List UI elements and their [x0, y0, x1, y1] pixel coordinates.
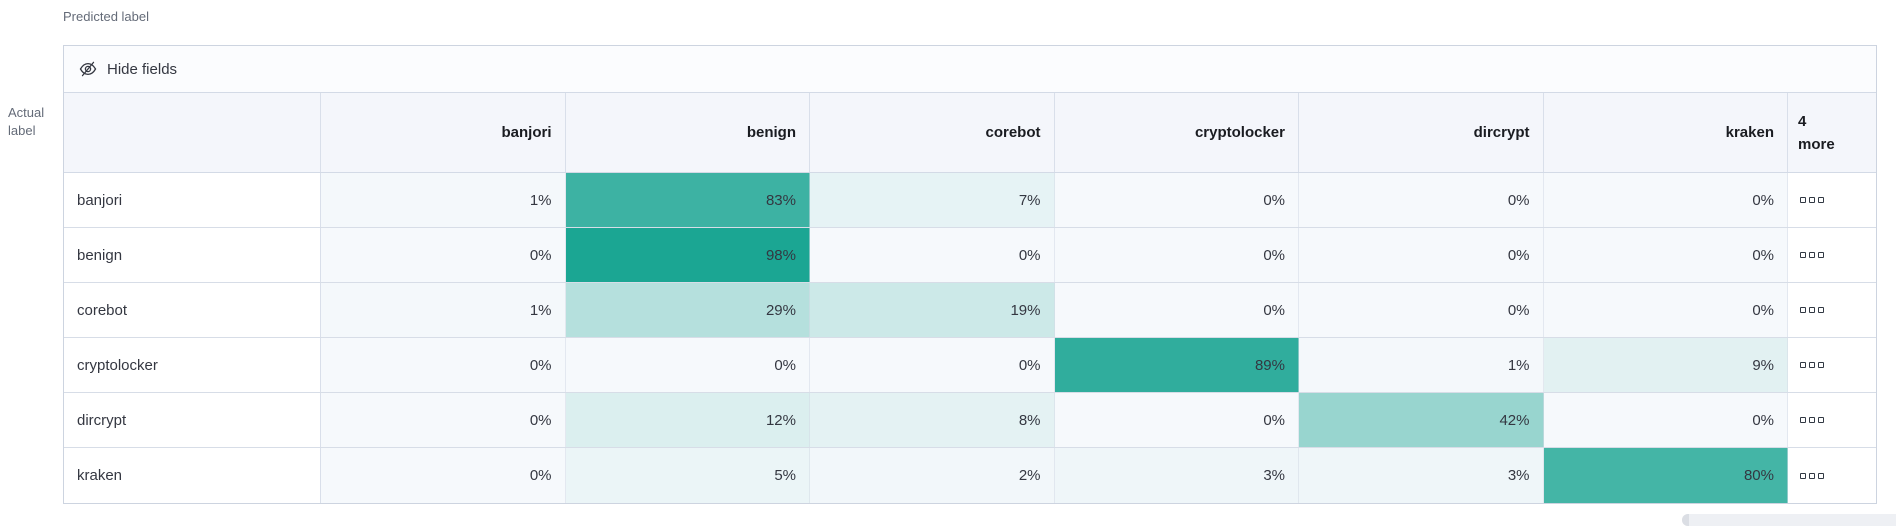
horizontal-scrollbar-thumb[interactable]: [1682, 514, 1896, 526]
grid-toolbar: Hide fields: [64, 46, 1876, 93]
cell-benign-banjori[interactable]: 0%: [321, 228, 566, 282]
dot-square: [1809, 252, 1815, 258]
cell-cryptolocker-dircrypt[interactable]: 1%: [1299, 338, 1544, 392]
hide-fields-button[interactable]: Hide fields: [79, 60, 177, 78]
predicted-axis-label: Predicted label: [63, 9, 149, 24]
dot-square: [1809, 472, 1815, 479]
cell-cryptolocker-kraken[interactable]: 9%: [1543, 338, 1788, 392]
boxes-horizontal-icon: [1800, 252, 1824, 258]
actual-axis-label: Actual label: [8, 105, 45, 138]
dot-square: [1800, 252, 1806, 258]
boxes-horizontal-icon: [1800, 417, 1824, 423]
cell-dircrypt-cryptolocker[interactable]: 0%: [1054, 393, 1299, 447]
cell-kraken-dircrypt[interactable]: 3%: [1299, 448, 1544, 503]
cell-cryptolocker-corebot[interactable]: 0%: [810, 338, 1055, 392]
row-label-cryptolocker[interactable]: cryptolocker: [64, 338, 321, 392]
cell-dircrypt-corebot[interactable]: 8%: [810, 393, 1055, 447]
dot-square: [1800, 362, 1806, 368]
boxes-horizontal-icon: [1800, 307, 1824, 313]
column-header-cryptolocker[interactable]: cryptolocker: [1055, 93, 1299, 172]
cell-kraken-banjori[interactable]: 0%: [321, 448, 566, 503]
dot-square: [1809, 362, 1815, 368]
cell-banjori-kraken[interactable]: 0%: [1543, 173, 1788, 227]
matrix-row-benign: benign 0% 98% 0% 0% 0% 0%: [64, 228, 1876, 283]
more-columns-cell-cryptolocker[interactable]: [1788, 338, 1876, 392]
cell-banjori-banjori[interactable]: 1%: [321, 173, 566, 227]
boxes-horizontal-icon: [1800, 197, 1824, 203]
cell-kraken-benign[interactable]: 5%: [565, 448, 810, 503]
dot-square: [1809, 417, 1815, 423]
dot-square: [1818, 362, 1824, 368]
cell-benign-benign[interactable]: 98%: [565, 228, 810, 282]
more-columns-cell-banjori[interactable]: [1788, 173, 1876, 227]
cell-corebot-benign[interactable]: 29%: [565, 283, 810, 337]
matrix-row-cryptolocker: cryptolocker 0% 0% 0% 89% 1% 9%: [64, 338, 1876, 393]
cell-cryptolocker-benign[interactable]: 0%: [565, 338, 810, 392]
dot-square: [1818, 252, 1824, 258]
cell-benign-cryptolocker[interactable]: 0%: [1054, 228, 1299, 282]
dot-square: [1800, 417, 1806, 423]
hide-fields-label: Hide fields: [107, 60, 178, 78]
eye-closed-icon: [79, 60, 97, 78]
cell-corebot-banjori[interactable]: 1%: [321, 283, 566, 337]
dot-square: [1800, 472, 1806, 479]
column-header-corebot[interactable]: corebot: [810, 93, 1055, 172]
cell-cryptolocker-banjori[interactable]: 0%: [321, 338, 566, 392]
more-columns-cell-dircrypt[interactable]: [1788, 393, 1876, 447]
more-columns-cell-benign[interactable]: [1788, 228, 1876, 282]
more-columns-cell-kraken[interactable]: [1788, 448, 1876, 503]
boxes-horizontal-icon: [1800, 472, 1824, 479]
dot-square: [1818, 472, 1824, 479]
grid-header-row: banjori benign corebot cryptolocker dircrypt…: [64, 93, 1876, 173]
cell-corebot-dircrypt[interactable]: 0%: [1299, 283, 1544, 337]
dot-square: [1800, 307, 1806, 313]
row-label-banjori[interactable]: banjori: [64, 173, 321, 227]
more-columns-cell-corebot[interactable]: [1788, 283, 1876, 337]
dot-square: [1809, 307, 1815, 313]
cell-dircrypt-benign[interactable]: 12%: [565, 393, 810, 447]
row-label-corebot[interactable]: corebot: [64, 283, 321, 337]
cell-kraken-corebot[interactable]: 2%: [810, 448, 1055, 503]
cell-benign-dircrypt[interactable]: 0%: [1299, 228, 1544, 282]
confusion-matrix-grid: Hide fields banjori benign corebot cryptolo…: [63, 45, 1877, 504]
grid-body: banjori 1% 83% 7% 0% 0% 0% benign 0% 98% 0% 0% 0% 0% c…: [64, 173, 1876, 503]
row-label-benign[interactable]: benign: [64, 228, 321, 282]
cell-dircrypt-dircrypt[interactable]: 42%: [1299, 393, 1544, 447]
cell-corebot-cryptolocker[interactable]: 0%: [1054, 283, 1299, 337]
cell-kraken-kraken[interactable]: 80%: [1543, 448, 1788, 503]
column-header-banjori[interactable]: banjori: [321, 93, 566, 172]
corner-header-cell: [64, 93, 321, 172]
cell-banjori-dircrypt[interactable]: 0%: [1299, 173, 1544, 227]
matrix-row-dircrypt: dircrypt 0% 12% 8% 0% 42% 0%: [64, 393, 1876, 448]
cell-dircrypt-banjori[interactable]: 0%: [321, 393, 566, 447]
column-header-benign[interactable]: benign: [566, 93, 810, 172]
cell-banjori-corebot[interactable]: 7%: [810, 173, 1055, 227]
cell-corebot-kraken[interactable]: 0%: [1543, 283, 1788, 337]
dot-square: [1809, 197, 1815, 203]
cell-kraken-cryptolocker[interactable]: 3%: [1054, 448, 1299, 503]
column-header-kraken[interactable]: kraken: [1544, 93, 1788, 172]
boxes-horizontal-icon: [1800, 362, 1824, 368]
dot-square: [1818, 197, 1824, 203]
dot-square: [1818, 417, 1824, 423]
cell-corebot-corebot[interactable]: 19%: [810, 283, 1055, 337]
row-label-dircrypt[interactable]: dircrypt: [64, 393, 321, 447]
dot-square: [1800, 197, 1806, 203]
matrix-row-corebot: corebot 1% 29% 19% 0% 0% 0%: [64, 283, 1876, 338]
more-columns-header[interactable]: 4 more: [1798, 112, 1835, 153]
matrix-row-kraken: kraken 0% 5% 2% 3% 3% 80%: [64, 448, 1876, 503]
cell-banjori-benign[interactable]: 83%: [565, 173, 810, 227]
row-label-kraken[interactable]: kraken: [64, 448, 321, 503]
matrix-row-banjori: banjori 1% 83% 7% 0% 0% 0%: [64, 173, 1876, 228]
cell-cryptolocker-cryptolocker[interactable]: 89%: [1054, 338, 1299, 392]
cell-benign-corebot[interactable]: 0%: [810, 228, 1055, 282]
cell-dircrypt-kraken[interactable]: 0%: [1543, 393, 1788, 447]
column-header-dircrypt[interactable]: dircrypt: [1299, 93, 1544, 172]
cell-banjori-cryptolocker[interactable]: 0%: [1054, 173, 1299, 227]
cell-benign-kraken[interactable]: 0%: [1543, 228, 1788, 282]
dot-square: [1818, 307, 1824, 313]
